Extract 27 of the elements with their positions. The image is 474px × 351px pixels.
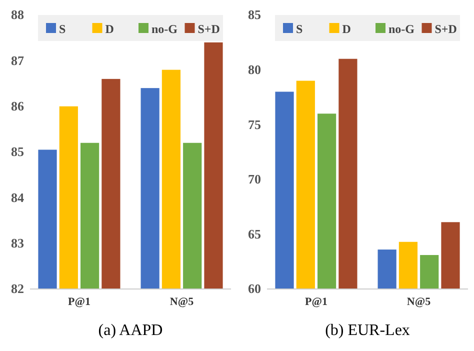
y-tick-label: 80 <box>248 62 261 77</box>
y-tick-label: 70 <box>248 172 261 187</box>
y-tick-label: 86 <box>11 98 24 114</box>
y-tick-label: 85 <box>248 7 262 22</box>
y-tick-label: 88 <box>11 7 24 22</box>
x-tick-label: N@5 <box>170 296 194 308</box>
legend-label: S+D <box>198 22 220 36</box>
y-tick-label: 84 <box>11 190 24 205</box>
x-axis-title: (b) EUR-Lex <box>325 322 410 339</box>
legend-label: D <box>342 22 352 36</box>
legend-label: D <box>105 22 114 36</box>
legend-label: S <box>296 22 303 36</box>
legend-label: S+D <box>434 22 458 36</box>
x-tick-label: P@1 <box>68 296 90 308</box>
y-tick-label: 65 <box>248 226 262 242</box>
x-axis-title: (a) AAPD <box>98 322 163 339</box>
x-tick-label: P@1 <box>305 296 328 308</box>
legend-label: S <box>59 22 66 36</box>
y-tick-label: 60 <box>248 281 261 296</box>
y-tick-label: 87 <box>11 52 24 68</box>
legend-label: no-G <box>152 22 178 36</box>
y-tick-label: 85 <box>11 144 24 160</box>
legend-label: no-G <box>388 22 415 36</box>
y-tick-label: 83 <box>11 235 24 250</box>
y-tick-label: 75 <box>248 116 262 132</box>
y-tick-label: 82 <box>11 281 24 296</box>
x-tick-label: N@5 <box>406 296 432 308</box>
